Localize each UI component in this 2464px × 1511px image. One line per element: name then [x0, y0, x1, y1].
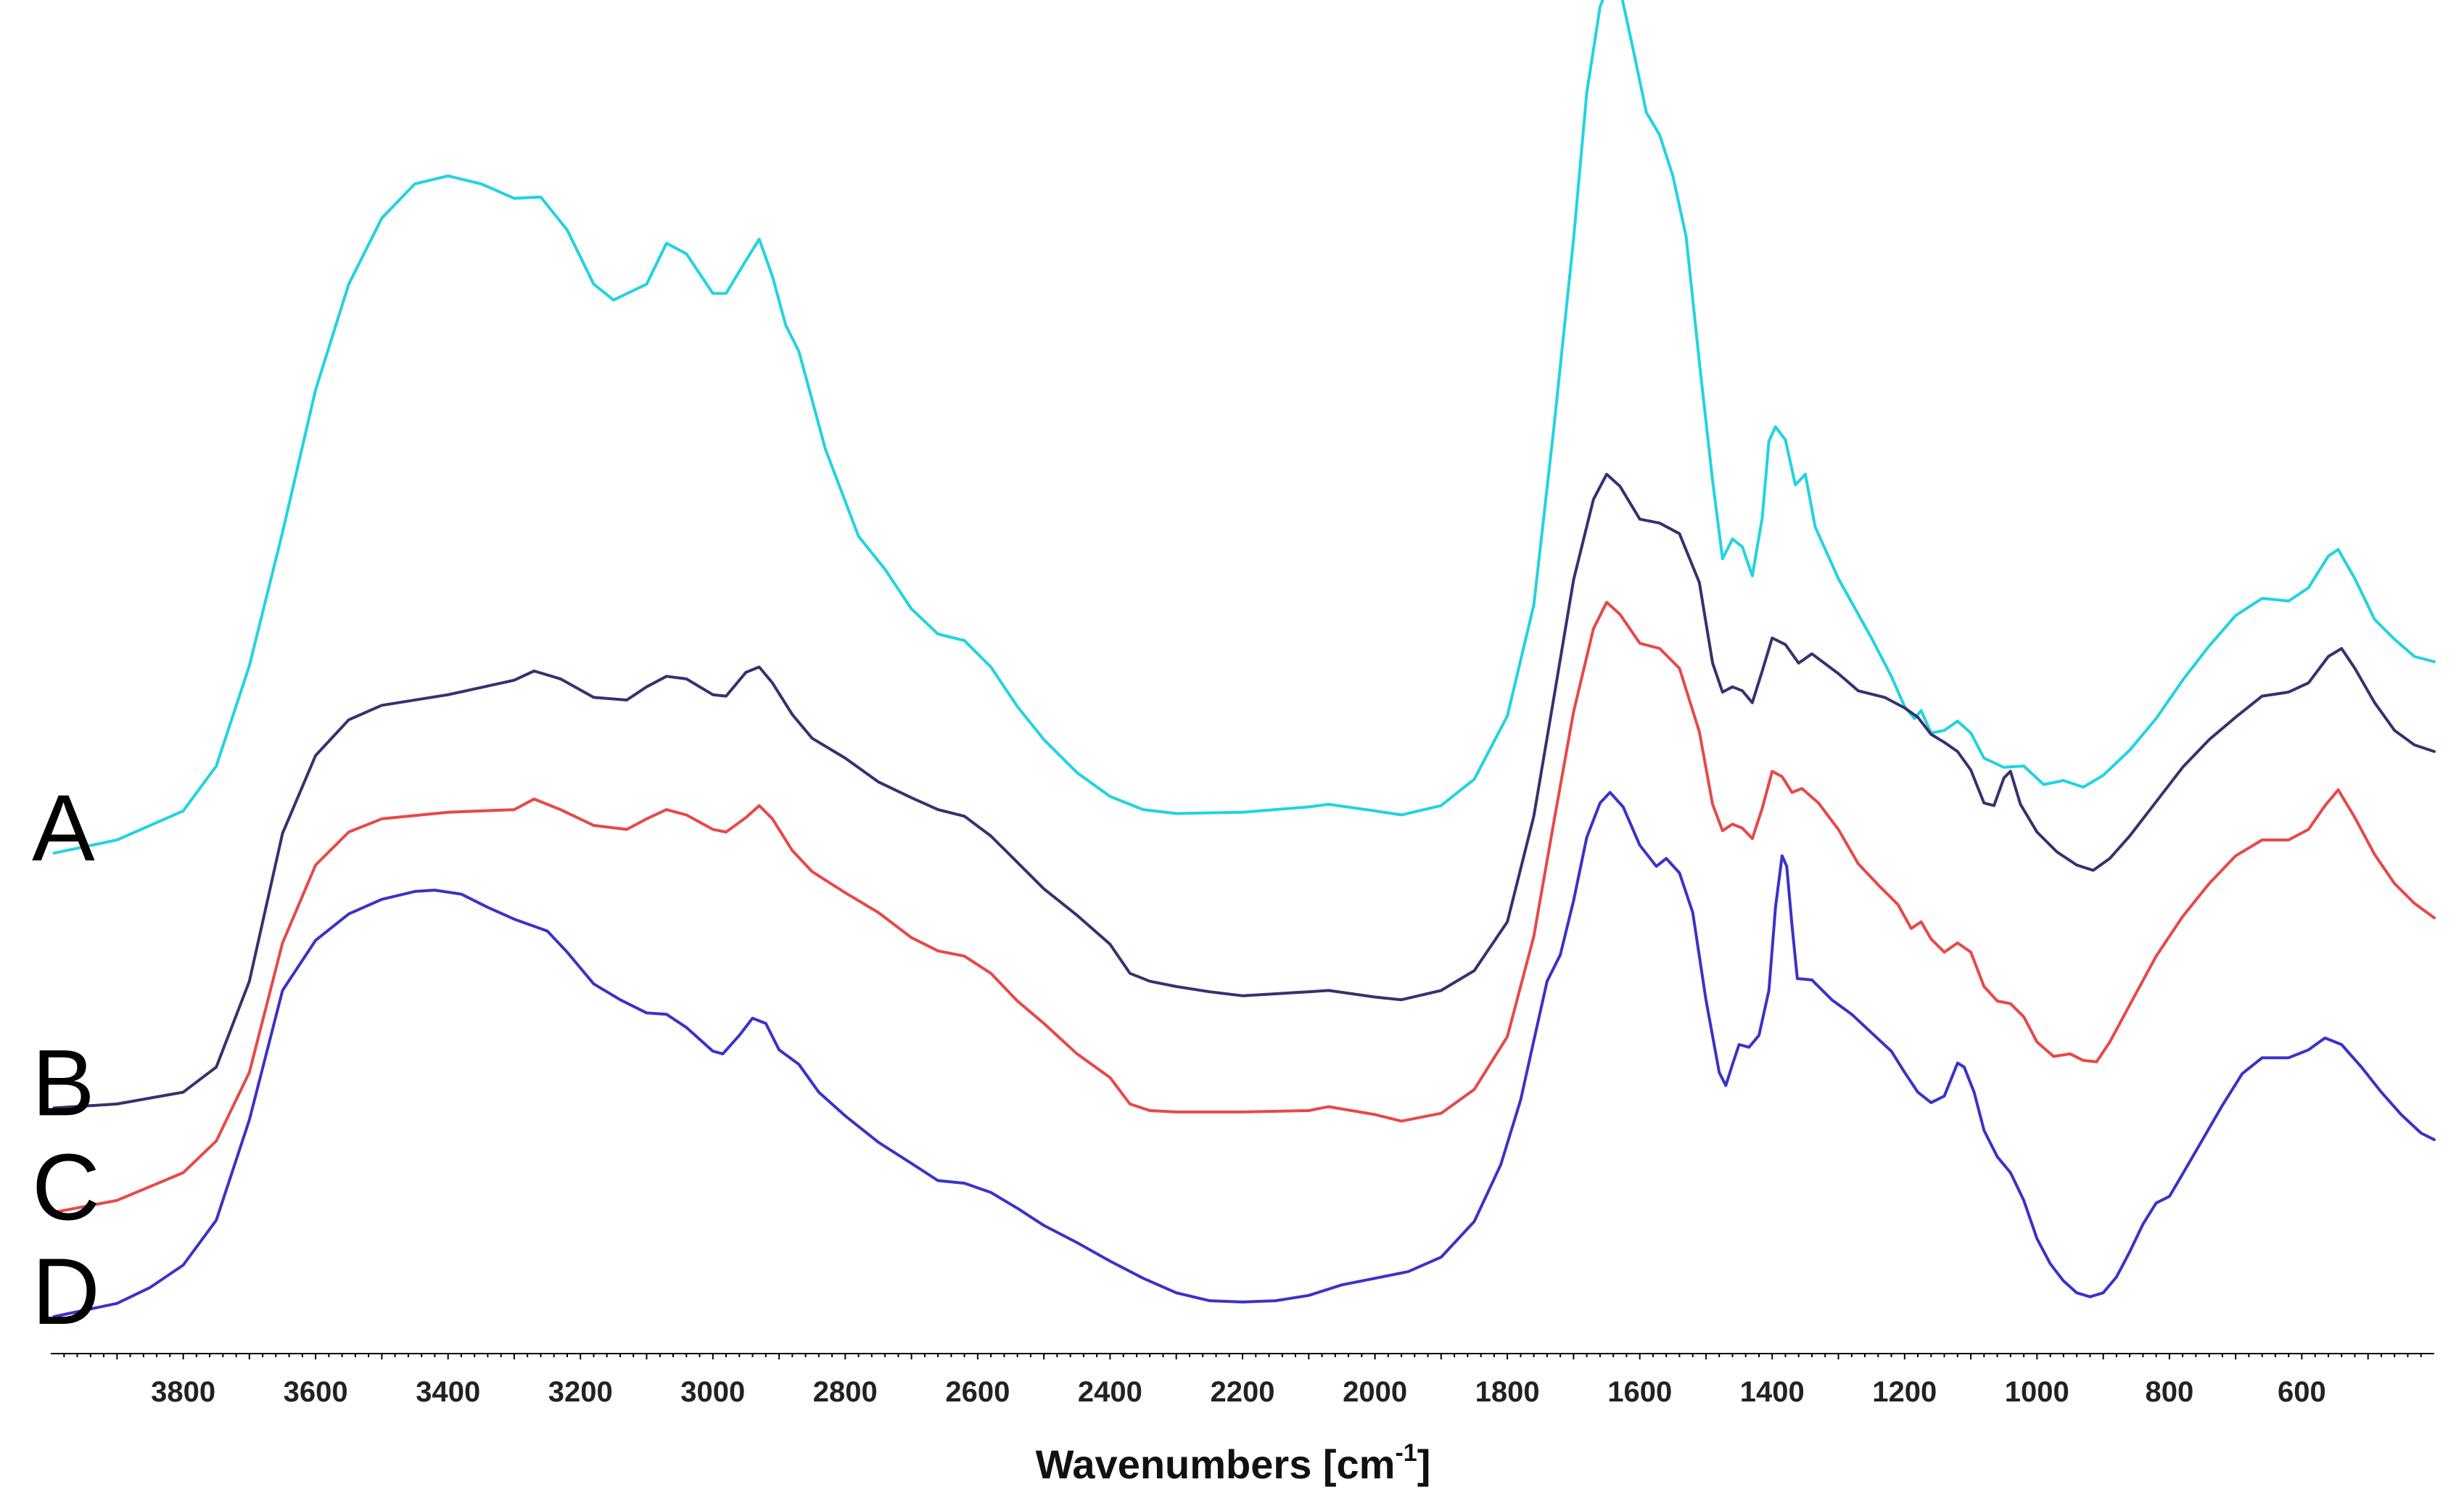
series-labels: A BCD: [32, 775, 100, 1344]
x-axis-title-text: Wavenumbers [cm: [1036, 1441, 1396, 1487]
x-tick-label: 3600: [284, 1376, 348, 1408]
x-tick-label: 1800: [1475, 1376, 1540, 1408]
x-tick-label: 1400: [1740, 1376, 1805, 1408]
x-tick-label: 800: [2146, 1376, 2194, 1408]
series-line-d: [52, 791, 2436, 1318]
x-axis-tick-labels: 3800 3600 3400 3200 3000 2800 2600 2400 2200 2000…: [151, 1376, 2326, 1408]
x-tick-label: 1600: [1607, 1376, 1672, 1408]
series-label-b: B: [32, 1029, 95, 1135]
x-tick-label: 2000: [1343, 1376, 1407, 1408]
x-tick-label: 2600: [945, 1376, 1010, 1408]
series-label-c: C: [32, 1134, 100, 1240]
x-axis-title-superscript: -1: [1395, 1439, 1417, 1467]
x-axis-title-close: ]: [1417, 1441, 1431, 1487]
series-label-d: D: [32, 1238, 100, 1344]
x-axis-minor-ticks: [63, 1354, 2422, 1359]
x-tick-label: 1000: [2005, 1376, 2069, 1408]
x-tick-label: 3800: [151, 1376, 215, 1408]
series-label-a: A: [32, 775, 95, 881]
x-tick-label: 2200: [1211, 1376, 1275, 1408]
series-line-a: [52, 0, 2436, 855]
series-line-b: [52, 472, 2436, 1110]
series-line-c: [52, 601, 2436, 1214]
x-axis-title: Wavenumbers [cm-1]: [1036, 1439, 1431, 1487]
x-tick-label: 2800: [813, 1376, 878, 1408]
x-tick-label: 2400: [1078, 1376, 1142, 1408]
x-tick-label: 600: [2278, 1376, 2326, 1408]
x-tick-label: 3400: [416, 1376, 480, 1408]
spectra-traces: [52, 0, 2436, 1318]
x-tick-label: 3200: [548, 1376, 613, 1408]
x-tick-label: 1200: [1872, 1376, 1937, 1408]
x-tick-label: 3000: [680, 1376, 745, 1408]
